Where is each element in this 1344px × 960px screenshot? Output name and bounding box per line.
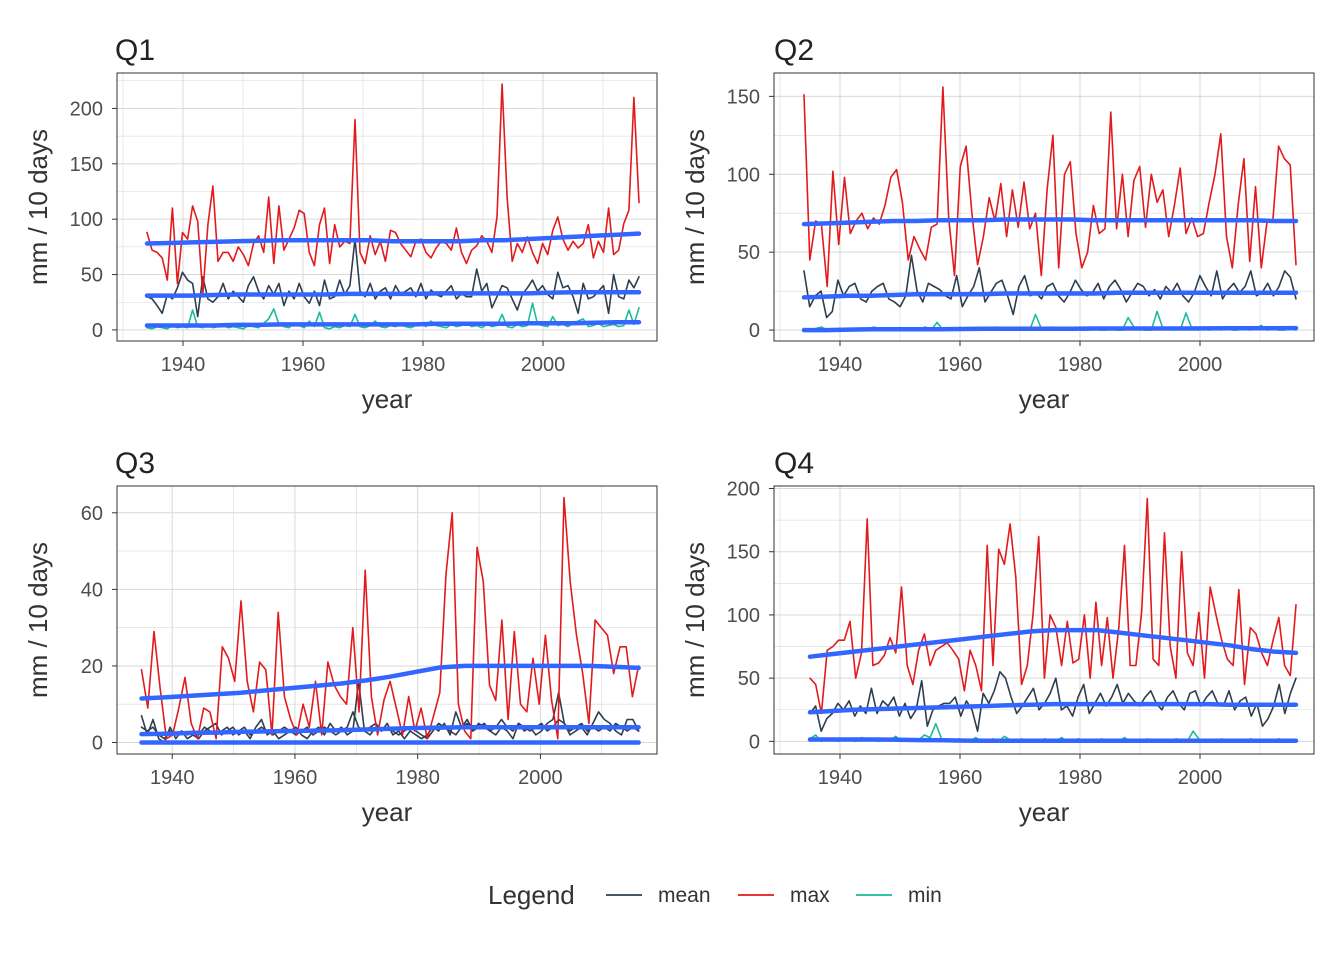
series-max-line (146, 83, 640, 296)
y-tick-label: 150 (727, 542, 760, 564)
panel-title: Q4 (774, 447, 814, 480)
panel-border (773, 485, 1315, 755)
x-tick-label: 1940 (161, 354, 206, 376)
series-smooth-mean-line (801, 290, 1299, 300)
legend-item-max: max (738, 884, 830, 907)
y-axis-label: mm / 10 days (680, 542, 710, 698)
x-tick-label: 2000 (1178, 767, 1223, 789)
plot-area (801, 86, 1299, 333)
gridlines (117, 73, 657, 341)
x-tick-label: 1960 (281, 354, 326, 376)
panel-border (116, 485, 658, 755)
panel-q3: 1940 1960 1980 2000 0 20 40 60 Q3 year mm / 10 day… (23, 447, 658, 827)
x-tick-label: 2000 (518, 767, 563, 789)
plot-area (807, 497, 1299, 743)
legend-title: Legend (488, 880, 575, 910)
x-tick-label: 1980 (401, 354, 446, 376)
legend-item-mean: mean (606, 884, 711, 907)
x-axis-label: year (362, 797, 413, 827)
y-tick-label: 150 (727, 86, 760, 108)
series-max-line (803, 86, 1297, 288)
gridlines (774, 486, 1314, 754)
panel-q4: 1940 1960 1980 2000 0 50 100 150 200 Q4 year mm / 1… (680, 447, 1315, 827)
series-smooth-mean-line (139, 724, 641, 737)
y-axis-label: mm / 10 days (680, 129, 710, 285)
legend: Legend mean max min (488, 880, 942, 910)
legend-label: mean (658, 884, 711, 907)
legend-label: max (790, 884, 830, 907)
panel-border (116, 72, 658, 342)
series-smooth-mean-line (144, 290, 642, 298)
series-smooth-max-line (139, 663, 641, 701)
series-smooth-min-line (144, 319, 642, 328)
y-tick-label: 100 (727, 164, 760, 186)
y-tick-label: 100 (727, 605, 760, 627)
series-smooth-min-line (807, 737, 1299, 743)
x-tick-label: 1940 (150, 767, 195, 789)
plot-area (139, 496, 641, 745)
y-tick-label: 50 (738, 668, 760, 690)
gridlines (774, 73, 1314, 341)
panel-q2: 1940 1960 1980 2000 0 50 100 150 Q2 year mm / 10 d… (680, 34, 1315, 414)
y-tick-label: 200 (70, 98, 103, 120)
x-tick-label: 1980 (1058, 354, 1103, 376)
x-tick-label: 1980 (1058, 767, 1103, 789)
legend-item-min: min (856, 884, 942, 907)
y-axis-label: mm / 10 days (23, 542, 53, 698)
gridlines (117, 486, 657, 754)
y-tick-label: 100 (70, 209, 103, 231)
y-tick-label: 0 (749, 731, 760, 753)
x-tick-label: 1960 (273, 767, 318, 789)
x-tick-label: 1960 (938, 354, 983, 376)
panel-title: Q2 (774, 34, 814, 67)
series-mean-line (803, 254, 1297, 319)
x-axis-label: year (362, 384, 413, 414)
panel-q1: 1940 1960 1980 2000 0 50 100 150 200 Q1 year mm / 1… (23, 34, 658, 414)
y-axis-label: mm / 10 days (23, 129, 53, 285)
series-smooth-max-line (807, 627, 1299, 659)
y-tick-label: 40 (81, 579, 103, 601)
y-tick-label: 0 (92, 733, 103, 755)
y-tick-label: 200 (727, 479, 760, 501)
y-tick-label: 50 (81, 265, 103, 287)
legend-label: min (908, 884, 942, 907)
plot-area (144, 83, 642, 330)
y-tick-label: 150 (70, 154, 103, 176)
series-smooth-max-line (801, 217, 1299, 227)
x-tick-label: 1940 (818, 767, 863, 789)
x-tick-label: 2000 (521, 354, 566, 376)
series-max-line (140, 496, 640, 740)
x-tick-label: 1940 (818, 354, 863, 376)
panel-title: Q3 (115, 447, 155, 480)
series-max-line (809, 497, 1297, 715)
series-smooth-mean-line (807, 701, 1299, 715)
y-tick-label: 60 (81, 503, 103, 525)
series-smooth-min-line (801, 325, 1299, 333)
x-axis-label: year (1019, 797, 1070, 827)
x-tick-label: 2000 (1178, 354, 1223, 376)
series-mean-line (146, 238, 640, 318)
panel-border (773, 72, 1315, 342)
y-tick-label: 20 (81, 656, 103, 678)
y-tick-label: 0 (749, 320, 760, 342)
series-mean-line (809, 670, 1297, 733)
x-tick-label: 1960 (938, 767, 983, 789)
y-tick-label: 50 (738, 242, 760, 264)
series-smooth-max-line (144, 231, 642, 246)
panel-title: Q1 (115, 34, 155, 67)
x-axis-label: year (1019, 384, 1070, 414)
y-tick-label: 0 (92, 320, 103, 342)
x-tick-label: 1980 (395, 767, 440, 789)
